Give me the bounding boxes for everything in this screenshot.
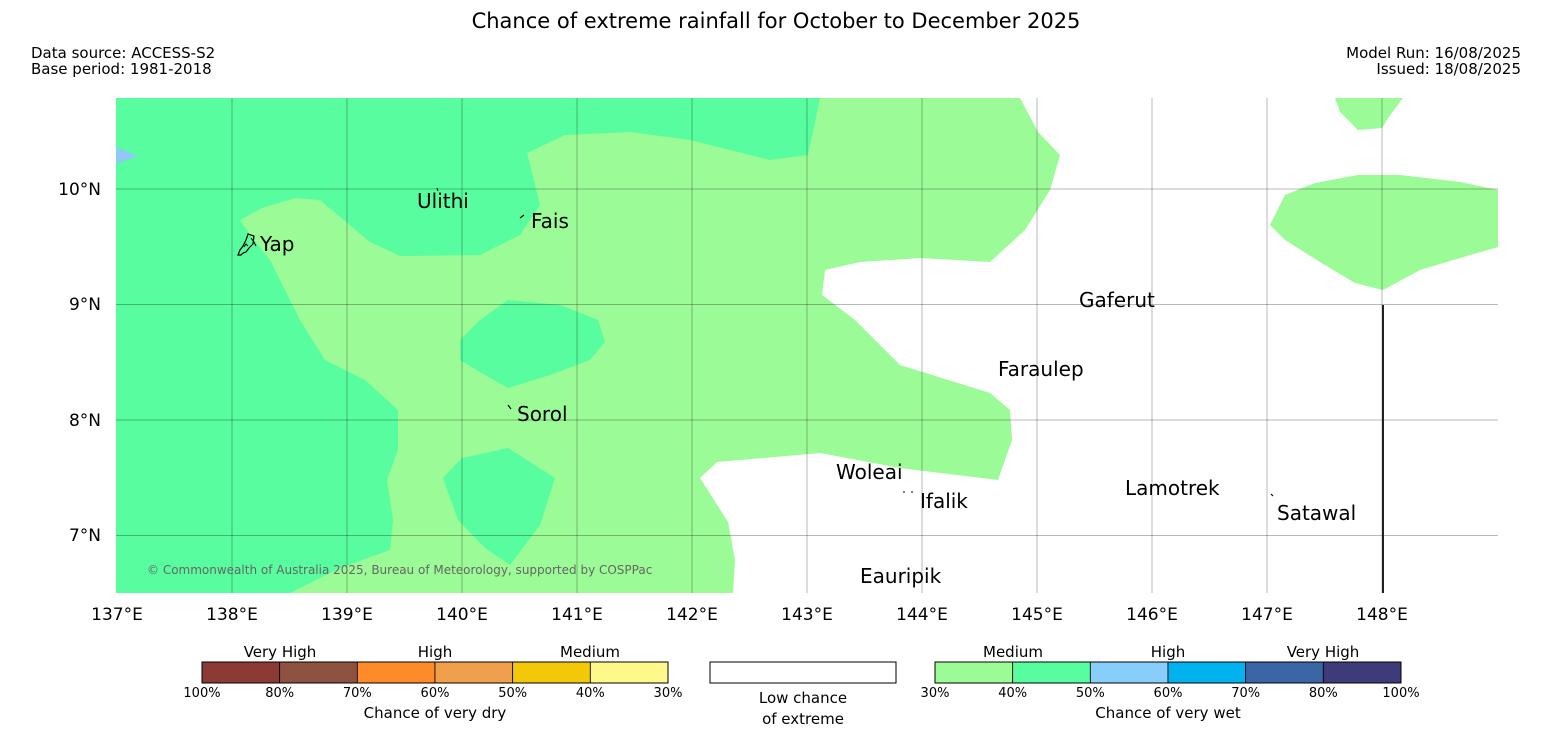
lat-tick-7: 7°N <box>69 526 101 546</box>
place-label-gaferut: Gaferut <box>1079 288 1155 312</box>
lon-tick-140: 140°E <box>436 605 488 625</box>
lon-tick-142: 142°E <box>666 605 718 625</box>
legend-wet-swatch <box>1245 661 1324 684</box>
wet-medium-40-50-south-region <box>443 448 555 565</box>
meta-right: Model Run: 16/08/2025 Issued: 18/08/2025 <box>1346 45 1521 77</box>
place-label-fais: Fais <box>531 209 569 233</box>
place-label-yap: Yap <box>259 232 294 256</box>
longitude-tick-labels: 137°E 138°E 139°E 140°E 141°E 142°E 143°… <box>91 605 1408 625</box>
legend-wet-swatch <box>934 661 1014 684</box>
legend-dry-swatch <box>512 661 591 684</box>
legend-wet-tick-label: 40% <box>998 686 1027 701</box>
wet-medium-40-50-center-region <box>460 300 605 388</box>
legend-wet-tick-label: 60% <box>1154 686 1183 701</box>
lat-tick-8: 8°N <box>69 411 101 431</box>
legend-dry-caption: Chance of very dry <box>364 704 507 722</box>
legend-dry-swatch <box>201 661 281 684</box>
lon-tick-138: 138°E <box>206 605 258 625</box>
legend-dry-swatch <box>434 661 514 684</box>
place-label-eauripik: Eauripik <box>860 564 942 588</box>
lon-tick-137: 137°E <box>91 605 143 625</box>
place-label-satawal: Satawal <box>1277 501 1356 525</box>
sorol-island-outline <box>507 404 512 410</box>
legend-wet-tick-label: 100% <box>1382 686 1419 701</box>
fais-island-outline <box>519 214 525 219</box>
issued-text: Issued: 18/08/2025 <box>1376 60 1521 78</box>
place-label-ulithi: Ulithi <box>417 189 469 213</box>
lon-tick-148: 148°E <box>1356 605 1408 625</box>
legend-wet-medium-label: Medium <box>983 643 1043 661</box>
legend-dry-tick-label: 30% <box>654 686 683 701</box>
copyright-notice: © Commonwealth of Australia 2025, Bureau… <box>147 563 652 577</box>
lon-tick-139: 139°E <box>321 605 373 625</box>
lon-tick-144: 144°E <box>896 605 948 625</box>
legend-dry-high-label: High <box>418 643 452 661</box>
satawal-island-outline <box>1270 493 1274 497</box>
legend-dry-tick-label: 80% <box>265 686 294 701</box>
legend-dry-frame <box>201 661 669 684</box>
wet-medium-30-40-east-patch <box>1270 175 1498 290</box>
legend-dry-swatch <box>589 661 669 684</box>
base-period-text: Base period: 1981-2018 <box>31 60 212 78</box>
place-label-sorol: Sorol <box>517 402 568 426</box>
lat-tick-9: 9°N <box>69 295 101 315</box>
legend-dry-tick-label: 60% <box>421 686 450 701</box>
place-labels: Ulithi Fais Yap Gaferut Faraulep Sorol W… <box>259 189 1356 588</box>
model-run-text: Model Run: 16/08/2025 <box>1346 44 1521 62</box>
legend-dry: Very High High Medium 100% 80% 70% 60% 50% 40… <box>183 643 682 722</box>
lon-tick-146: 146°E <box>1126 605 1178 625</box>
place-label-ifalik: Ifalik <box>920 489 968 513</box>
legend-wet-tick-label: 70% <box>1231 686 1260 701</box>
place-label-woleai: Woleai <box>836 460 903 484</box>
wet-high-sliver <box>116 147 138 164</box>
ulithi-island-outline <box>436 187 439 192</box>
latitude-tick-labels: 10°N 9°N 8°N 7°N <box>58 180 101 546</box>
legend-wet-tick-label: 50% <box>1076 686 1105 701</box>
wet-medium-40-50-west-region <box>116 98 820 593</box>
legend-low-chance-caption-2: of extreme <box>762 710 844 728</box>
probability-fields <box>116 98 1498 593</box>
legend-dry-tick-label: 70% <box>343 686 372 701</box>
legend-low-chance: Low chance of extreme <box>709 661 897 728</box>
legend-wet-swatch <box>1322 661 1402 684</box>
yap-island-outline <box>237 233 255 256</box>
legend-dry-tick-label: 100% <box>183 686 220 701</box>
legend-dry-tick-label: 40% <box>576 686 605 701</box>
legend-wet-high-label: High <box>1151 643 1185 661</box>
legend-wet: Medium High Very High 30% 40% 50% 60% 70% 80%… <box>921 643 1420 722</box>
legend-dry-very-high-label: Very High <box>244 643 317 661</box>
meta-left: Data source: ACCESS-S2 Base period: 1981… <box>31 45 215 77</box>
legend-wet-frame <box>934 661 1402 684</box>
legend-low-chance-swatch <box>709 661 897 684</box>
legend-wet-swatch <box>1012 661 1091 684</box>
legend-low-chance-caption-1: Low chance <box>759 689 847 707</box>
legend-wet-tick-label: 80% <box>1309 686 1338 701</box>
map-title: Chance of extreme rainfall for October t… <box>471 9 1081 33</box>
wet-medium-30-40-northeast-patch <box>1335 98 1403 130</box>
lon-tick-141: 141°E <box>551 605 603 625</box>
legend-wet-very-high-label: Very High <box>1287 643 1360 661</box>
lat-tick-10: 10°N <box>58 180 101 200</box>
legend-wet-swatch <box>1089 661 1169 684</box>
legend-wet-caption: Chance of very wet <box>1095 704 1241 722</box>
lon-tick-145: 145°E <box>1011 605 1063 625</box>
legend-dry-medium-label: Medium <box>560 643 620 661</box>
legend-wet-swatch <box>1167 661 1247 684</box>
legend-dry-swatch <box>279 661 358 684</box>
legend-dry-swatch <box>356 661 436 684</box>
lon-tick-143: 143°E <box>781 605 833 625</box>
data-source-text: Data source: ACCESS-S2 <box>31 44 216 62</box>
gridlines <box>116 98 1498 593</box>
legend-wet-tick-label: 30% <box>921 686 950 701</box>
place-label-faraulep: Faraulep <box>998 357 1084 381</box>
yap-island-detail <box>243 237 257 248</box>
place-label-lamotrek: Lamotrek <box>1125 476 1220 500</box>
legend-dry-tick-label: 50% <box>498 686 527 701</box>
lon-tick-147: 147°E <box>1241 605 1293 625</box>
